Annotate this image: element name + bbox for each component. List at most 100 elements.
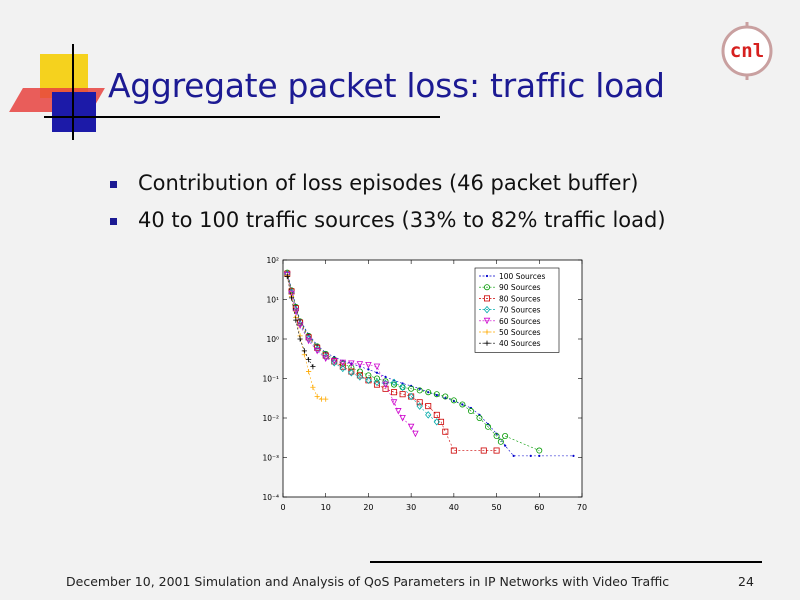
data-point xyxy=(288,290,295,298)
data-point xyxy=(399,414,406,422)
data-point xyxy=(450,447,457,454)
data-point xyxy=(314,344,321,351)
x-tick-label: 10 xyxy=(321,503,331,512)
data-point xyxy=(504,444,507,447)
bullet-item: Contribution of loss episodes (46 packet… xyxy=(106,168,666,205)
y-tick-label: 10⁰ xyxy=(266,335,279,344)
legend-label: 100 Sources xyxy=(499,272,545,281)
data-point xyxy=(485,274,489,278)
data-point xyxy=(483,284,490,291)
y-tick-label: 10¹ xyxy=(266,296,279,305)
footer-text: December 10, 2001 Simulation and Analysi… xyxy=(66,574,670,589)
legend-label: 80 Sources xyxy=(499,294,541,303)
data-point xyxy=(375,371,379,374)
data-point xyxy=(348,369,355,377)
data-point xyxy=(416,387,423,394)
series-line xyxy=(286,271,574,457)
deco-vertical-line xyxy=(72,44,74,140)
data-point xyxy=(323,396,329,402)
data-point xyxy=(373,381,380,388)
data-point xyxy=(467,408,474,415)
data-point xyxy=(425,403,432,410)
cnl-logo: cnl xyxy=(721,22,773,80)
legend-label: 60 Sources xyxy=(499,317,541,326)
data-point xyxy=(483,305,491,314)
data-point xyxy=(322,355,329,363)
y-tick-label: 10⁻² xyxy=(262,414,279,423)
data-point xyxy=(459,401,466,408)
data-point xyxy=(331,359,338,367)
data-point xyxy=(365,361,372,369)
data-point xyxy=(572,454,575,457)
data-point xyxy=(433,391,440,398)
data-point xyxy=(373,363,381,371)
loss-chart: 0 10 20 30 40 50 60 70 10⁻⁴ 10⁻³ 10⁻² 10⁻¹ 10⁰ 10¹ 10²… xyxy=(262,256,587,512)
data-point xyxy=(401,382,404,385)
data-point xyxy=(313,347,321,355)
data-point xyxy=(284,271,291,279)
data-point xyxy=(461,403,464,406)
legend-label: 40 Sources xyxy=(499,339,541,348)
data-point xyxy=(425,411,432,419)
bullet-list: Contribution of loss episodes (46 packet… xyxy=(106,168,666,242)
data-point xyxy=(483,317,491,325)
bullet-text: 40 to 100 traffic sources (33% to 82% tr… xyxy=(138,208,666,232)
data-point xyxy=(536,447,543,454)
series-line xyxy=(286,274,416,434)
y-tick-label: 10² xyxy=(266,256,279,265)
data-point xyxy=(305,334,312,341)
data-point xyxy=(438,418,445,425)
x-tick-label: 30 xyxy=(406,503,416,512)
data-point xyxy=(442,393,449,400)
legend-label: 70 Sources xyxy=(499,306,541,315)
data-point xyxy=(314,393,320,400)
data-point xyxy=(502,433,509,440)
y-tick-label: 10⁻⁴ xyxy=(262,493,279,502)
data-point xyxy=(484,340,490,346)
deco-blue-square xyxy=(52,92,96,132)
data-point xyxy=(301,348,307,354)
data-point xyxy=(356,373,364,381)
data-point xyxy=(399,383,406,391)
legend-label: 90 Sources xyxy=(499,283,541,292)
data-point xyxy=(284,273,290,280)
data-point xyxy=(310,364,316,370)
data-point xyxy=(493,447,500,454)
deco-horizontal-line xyxy=(44,116,440,118)
logo-text: cnl xyxy=(730,40,764,62)
data-point xyxy=(435,393,438,397)
bullet-marker xyxy=(110,218,117,225)
data-point xyxy=(356,372,363,379)
data-point xyxy=(433,411,440,418)
data-point xyxy=(484,329,490,335)
data-point xyxy=(427,391,430,394)
data-point xyxy=(373,375,380,382)
data-point xyxy=(512,454,515,457)
data-point xyxy=(497,438,504,445)
data-point xyxy=(390,378,398,387)
page-number: 24 xyxy=(738,574,754,589)
data-point xyxy=(373,378,381,387)
data-point xyxy=(339,364,346,373)
data-point xyxy=(476,414,483,421)
data-point xyxy=(391,389,398,396)
data-point xyxy=(442,428,449,435)
data-point xyxy=(416,402,423,410)
data-point xyxy=(425,389,432,396)
data-point xyxy=(297,336,303,342)
data-point xyxy=(331,357,338,365)
bullet-text: Contribution of loss episodes (46 packet… xyxy=(138,171,639,195)
data-point xyxy=(538,454,541,457)
title-decoration xyxy=(0,0,440,140)
data-point xyxy=(367,368,370,371)
y-tick-label: 10⁻³ xyxy=(262,454,279,463)
data-point xyxy=(306,357,312,363)
data-point xyxy=(480,447,487,454)
data-point xyxy=(339,359,347,367)
data-point xyxy=(384,375,387,378)
data-point xyxy=(391,381,398,388)
data-point xyxy=(399,391,406,398)
data-point xyxy=(529,454,532,457)
x-tick-label: 70 xyxy=(577,503,587,512)
data-point xyxy=(444,396,447,400)
